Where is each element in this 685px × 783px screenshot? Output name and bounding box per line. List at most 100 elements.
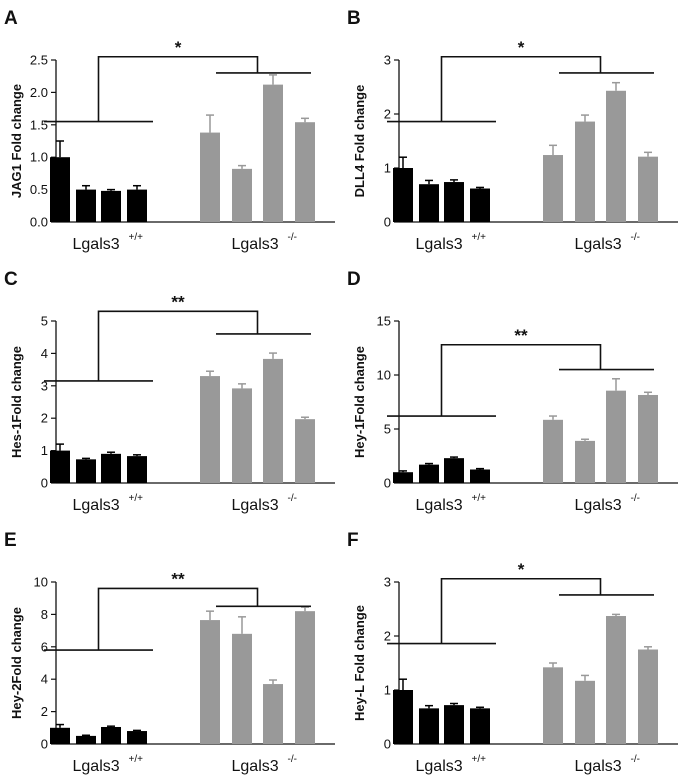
bar bbox=[76, 189, 96, 222]
bar bbox=[232, 388, 252, 483]
panel-b: B 0 1 2 3 DLL4 Fold change Lgals3 +/+ Lgals3 -/- * bbox=[343, 0, 685, 261]
bar bbox=[419, 464, 439, 483]
bar bbox=[76, 735, 96, 744]
y-tick-label: 6 bbox=[41, 639, 48, 654]
panel-e: E 0 2 4 6 8 10 Hey-2Fold change Lgals3 +/+ Lgals3-… bbox=[0, 522, 342, 783]
y-tick-label: 3 bbox=[384, 53, 391, 68]
bar bbox=[606, 390, 626, 483]
y-tick-label: 1 bbox=[384, 161, 391, 176]
group-label-superscript: -/- bbox=[631, 232, 640, 243]
group-label-superscript: +/+ bbox=[129, 232, 144, 243]
bar bbox=[575, 121, 595, 222]
bar bbox=[232, 168, 252, 222]
bar bbox=[76, 459, 96, 483]
y-tick-label: 2 bbox=[384, 629, 391, 644]
significance-marker: ** bbox=[171, 292, 185, 311]
y-tick-label: 5 bbox=[41, 314, 48, 329]
y-axis-label: Hey-1Fold change bbox=[352, 346, 367, 458]
bar bbox=[606, 90, 626, 222]
panel-label: C bbox=[4, 269, 18, 290]
group-label-superscript: +/+ bbox=[472, 493, 487, 504]
group-label-superscript: +/+ bbox=[472, 754, 487, 765]
bar bbox=[470, 469, 490, 483]
significance-marker: * bbox=[518, 560, 525, 579]
y-tick-label: 3 bbox=[41, 378, 48, 393]
group-label-superscript: +/+ bbox=[129, 754, 144, 765]
y-tick-label: 0.0 bbox=[30, 215, 48, 230]
y-tick-label: 15 bbox=[377, 314, 391, 329]
group-label-superscript: -/- bbox=[288, 754, 297, 765]
y-tick-label: 1 bbox=[384, 683, 391, 698]
bar bbox=[638, 649, 658, 744]
bar bbox=[393, 472, 413, 483]
bar bbox=[263, 358, 283, 483]
group-label: Lgals3 bbox=[232, 497, 279, 514]
bar bbox=[295, 419, 315, 483]
y-tick-label: 1.5 bbox=[30, 117, 48, 132]
y-tick-label: 10 bbox=[34, 575, 48, 590]
bar bbox=[470, 708, 490, 744]
panel-d: D 0 5 10 15 Hey-1Fold change Lgals3 +/+ Lgals3 -/… bbox=[343, 261, 685, 522]
y-tick-label: 0.5 bbox=[30, 182, 48, 197]
bar bbox=[393, 690, 413, 744]
bar bbox=[575, 440, 595, 483]
group-label: Lgals3 bbox=[73, 236, 120, 253]
bar bbox=[101, 190, 121, 222]
bar bbox=[638, 394, 658, 483]
y-tick-label: 0 bbox=[384, 737, 391, 752]
chart-svg: D 0 5 10 15 Hey-1Fold change Lgals3 +/+ Lgals3 -/… bbox=[347, 269, 678, 514]
y-tick-label: 2.0 bbox=[30, 85, 48, 100]
group-label: Lgals3 bbox=[416, 497, 463, 514]
group-label: Lgals3 bbox=[232, 236, 279, 253]
bar bbox=[419, 708, 439, 744]
significance-marker: * bbox=[518, 38, 525, 57]
bar bbox=[543, 155, 563, 222]
group-label: Lgals3 bbox=[575, 758, 622, 775]
bar bbox=[470, 188, 490, 222]
panel-c: C 0 1 2 3 4 5 Hes-1Fold change Lgals3 +/+ Lgals3 -/… bbox=[0, 261, 342, 522]
bar bbox=[127, 189, 147, 222]
significance-bracket bbox=[97, 587, 259, 651]
bar bbox=[200, 132, 220, 222]
y-tick-label: 2.5 bbox=[30, 53, 48, 68]
group-label-superscript: +/+ bbox=[472, 232, 487, 243]
bar bbox=[444, 458, 464, 483]
y-tick-label: 2 bbox=[384, 107, 391, 122]
group-label: Lgals3 bbox=[232, 758, 279, 775]
group-label: Lgals3 bbox=[416, 758, 463, 775]
y-axis-label: Hes-1Fold change bbox=[9, 346, 24, 458]
significance-bracket bbox=[97, 310, 259, 381]
bar bbox=[419, 184, 439, 222]
bar bbox=[575, 680, 595, 744]
bar bbox=[638, 156, 658, 222]
y-tick-label: 5 bbox=[384, 422, 391, 437]
group-label: Lgals3 bbox=[416, 236, 463, 253]
group-label: Lgals3 bbox=[575, 497, 622, 514]
y-axis-label: Hey-L Fold change bbox=[352, 605, 367, 721]
bar bbox=[127, 731, 147, 744]
y-tick-label: 0 bbox=[384, 215, 391, 230]
panel-f: F 0 1 2 3 Hey-L Fold change Lgals3 +/+ Lgals3 -/-… bbox=[343, 522, 685, 783]
chart-svg: F 0 1 2 3 Hey-L Fold change Lgals3 +/+ Lgals3 -/-… bbox=[347, 530, 678, 775]
y-tick-label: 2 bbox=[41, 411, 48, 426]
chart-svg: B 0 1 2 3 DLL4 Fold change Lgals3 +/+ Lgals3 -/- * bbox=[347, 8, 678, 253]
bar bbox=[444, 705, 464, 744]
group-label-superscript: -/- bbox=[631, 754, 640, 765]
bar bbox=[263, 84, 283, 223]
bar bbox=[127, 456, 147, 483]
significance-marker: * bbox=[175, 38, 182, 57]
bar bbox=[263, 684, 283, 744]
bar bbox=[200, 620, 220, 744]
group-label-superscript: -/- bbox=[288, 232, 297, 243]
group-label-superscript: -/- bbox=[631, 493, 640, 504]
bar bbox=[50, 450, 70, 483]
group-label-superscript: +/+ bbox=[129, 493, 144, 504]
y-tick-label: 10 bbox=[377, 368, 391, 383]
significance-bracket bbox=[440, 343, 602, 417]
y-tick-label: 3 bbox=[384, 575, 391, 590]
y-axis-label: DLL4 Fold change bbox=[352, 85, 367, 198]
group-label-superscript: -/- bbox=[288, 493, 297, 504]
significance-bracket bbox=[440, 577, 602, 644]
bar bbox=[50, 727, 70, 744]
